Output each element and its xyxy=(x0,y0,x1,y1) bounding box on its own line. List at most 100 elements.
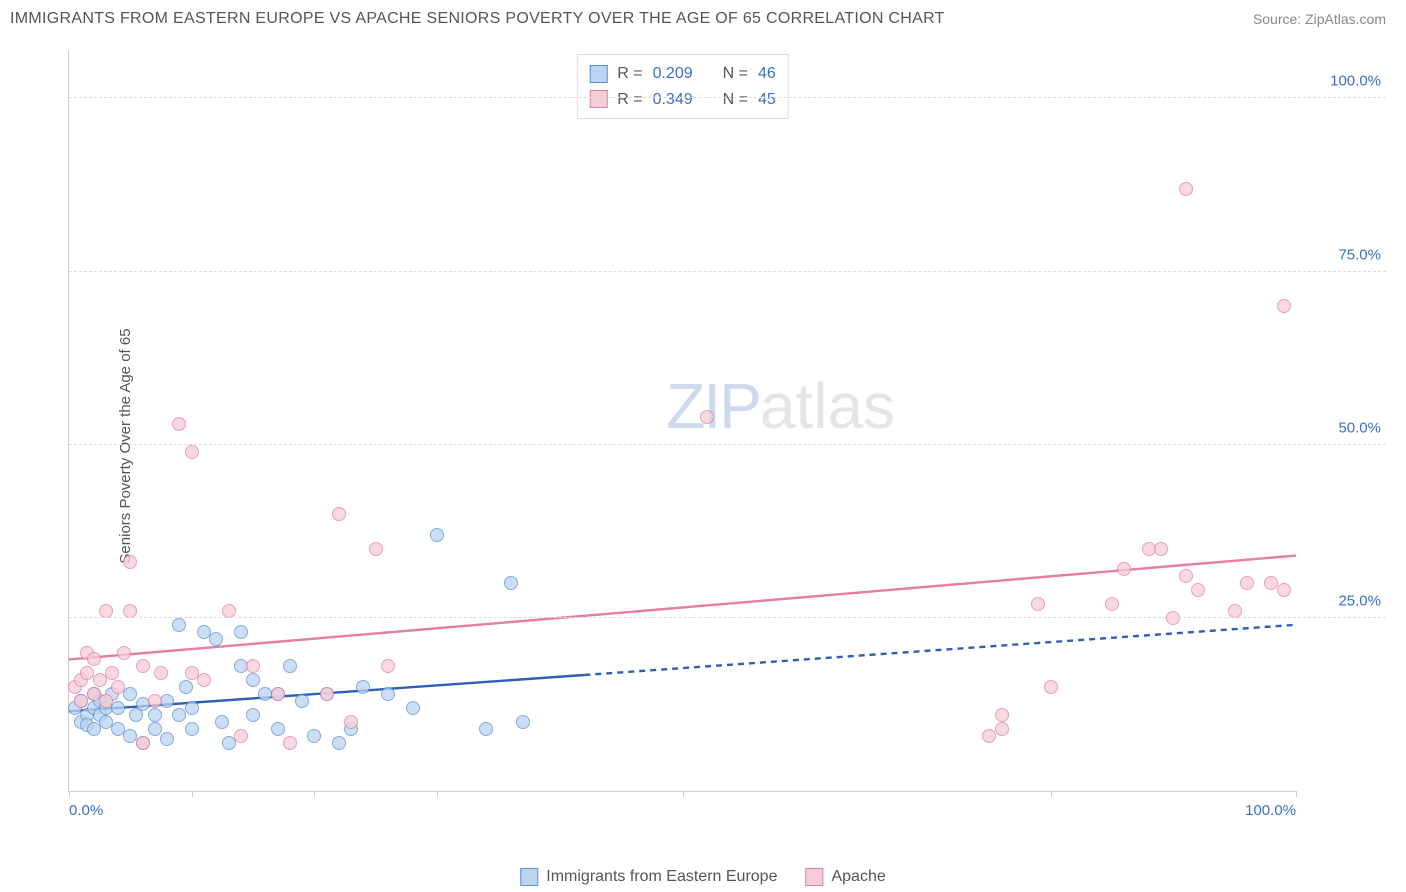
plot-area: ZIPatlas R = 0.209 N = 46 R = 0.349 N = … xyxy=(68,50,1296,792)
chart-header: IMMIGRANTS FROM EASTERN EUROPE VS APACHE… xyxy=(0,0,1406,38)
data-point xyxy=(1166,611,1180,625)
grid-line xyxy=(69,617,1386,618)
data-point xyxy=(111,680,125,694)
data-point xyxy=(271,687,285,701)
data-point xyxy=(148,694,162,708)
data-point xyxy=(295,694,309,708)
x-tick xyxy=(437,791,438,797)
data-point xyxy=(160,694,174,708)
y-tick-label: 100.0% xyxy=(1330,73,1381,90)
data-point xyxy=(1277,583,1291,597)
data-point xyxy=(111,701,125,715)
data-point xyxy=(172,417,186,431)
x-tick-label: 100.0% xyxy=(1245,802,1296,819)
x-tick xyxy=(69,791,70,797)
data-point xyxy=(246,708,260,722)
y-tick-label: 25.0% xyxy=(1338,592,1381,609)
data-point xyxy=(320,687,334,701)
grid-line xyxy=(69,271,1386,272)
data-point xyxy=(1240,576,1254,590)
legend-swatch xyxy=(589,90,607,108)
data-point xyxy=(99,694,113,708)
data-point xyxy=(995,722,1009,736)
data-point xyxy=(197,673,211,687)
series-legend: Immigrants from Eastern Europe Apache xyxy=(520,868,885,886)
data-point xyxy=(516,715,530,729)
data-point xyxy=(283,736,297,750)
data-point xyxy=(234,729,248,743)
data-point xyxy=(369,542,383,556)
trend-line-dashed xyxy=(584,625,1296,675)
data-point xyxy=(406,701,420,715)
data-point xyxy=(430,528,444,542)
data-point xyxy=(215,715,229,729)
data-point xyxy=(1031,597,1045,611)
legend-r-label: R = xyxy=(617,61,642,87)
data-point xyxy=(1179,182,1193,196)
legend-label: Apache xyxy=(831,868,885,886)
data-point xyxy=(381,659,395,673)
legend-n-label: N = xyxy=(723,87,748,113)
data-point xyxy=(1117,562,1131,576)
data-point xyxy=(283,659,297,673)
legend-swatch xyxy=(805,868,823,886)
data-point xyxy=(1154,542,1168,556)
correlation-legend: R = 0.209 N = 46 R = 0.349 N = 45 xyxy=(576,54,789,119)
data-point xyxy=(209,632,223,646)
data-point xyxy=(222,604,236,618)
data-point xyxy=(307,729,321,743)
data-point xyxy=(185,445,199,459)
legend-n-value: 46 xyxy=(758,61,776,87)
data-point xyxy=(105,666,119,680)
data-point xyxy=(356,680,370,694)
x-tick xyxy=(1051,791,1052,797)
data-point xyxy=(117,646,131,660)
x-tick xyxy=(192,791,193,797)
data-point xyxy=(246,673,260,687)
data-point xyxy=(154,666,168,680)
legend-n-value: 45 xyxy=(758,87,776,113)
data-point xyxy=(271,722,285,736)
x-tick xyxy=(683,791,684,797)
data-point xyxy=(99,604,113,618)
data-point xyxy=(185,701,199,715)
grid-line xyxy=(69,444,1386,445)
legend-row-series-2: R = 0.349 N = 45 xyxy=(589,87,776,113)
y-tick-label: 50.0% xyxy=(1338,419,1381,436)
data-point xyxy=(123,604,137,618)
data-point xyxy=(148,708,162,722)
data-point xyxy=(332,507,346,521)
source-attribution: Source: ZipAtlas.com xyxy=(1253,11,1386,27)
data-point xyxy=(332,736,346,750)
legend-label: Immigrants from Eastern Europe xyxy=(546,868,777,886)
data-point xyxy=(234,625,248,639)
data-point xyxy=(344,715,358,729)
legend-r-value: 0.209 xyxy=(653,61,693,87)
x-tick xyxy=(1296,791,1297,797)
data-point xyxy=(995,708,1009,722)
data-point xyxy=(148,722,162,736)
data-point xyxy=(1044,680,1058,694)
chart-title: IMMIGRANTS FROM EASTERN EUROPE VS APACHE… xyxy=(10,10,945,28)
legend-item-series-2: Apache xyxy=(805,868,885,886)
data-point xyxy=(123,687,137,701)
legend-swatch xyxy=(520,868,538,886)
data-point xyxy=(185,722,199,736)
data-point xyxy=(136,736,150,750)
data-point xyxy=(1105,597,1119,611)
legend-item-series-1: Immigrants from Eastern Europe xyxy=(520,868,777,886)
data-point xyxy=(479,722,493,736)
data-point xyxy=(1179,569,1193,583)
legend-r-value: 0.349 xyxy=(653,87,693,113)
data-point xyxy=(87,652,101,666)
data-point xyxy=(1228,604,1242,618)
legend-r-label: R = xyxy=(617,87,642,113)
chart-container: ZIPatlas R = 0.209 N = 46 R = 0.349 N = … xyxy=(50,50,1386,832)
grid-line xyxy=(69,97,1386,98)
x-tick xyxy=(314,791,315,797)
data-point xyxy=(246,659,260,673)
data-point xyxy=(1277,299,1291,313)
data-point xyxy=(123,555,137,569)
y-tick-label: 75.0% xyxy=(1338,246,1381,263)
data-point xyxy=(172,618,186,632)
